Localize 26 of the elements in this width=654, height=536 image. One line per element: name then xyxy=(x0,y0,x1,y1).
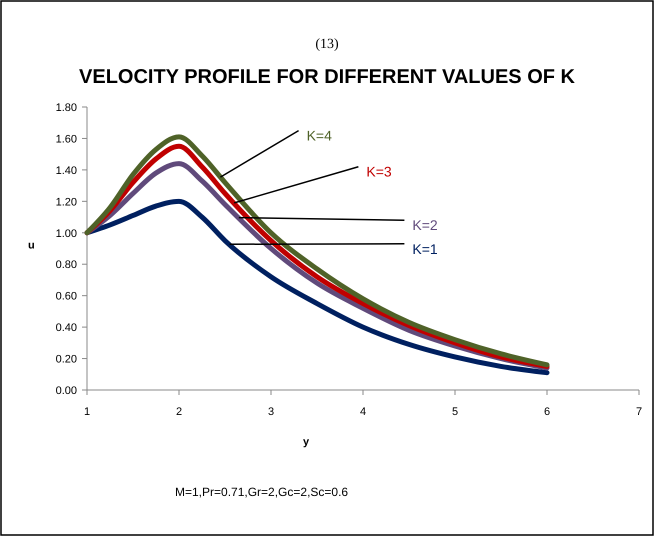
x-tick-label: 5 xyxy=(452,406,458,418)
y-tick-label: 0.60 xyxy=(56,290,77,303)
y-tick-label: 1.60 xyxy=(56,133,77,146)
x-tick-label: 2 xyxy=(176,406,182,418)
text: K=4 xyxy=(306,128,332,144)
text: K=1 xyxy=(412,240,438,257)
y-tick-label: 0.80 xyxy=(56,259,77,272)
y-tick-label: 1.80 xyxy=(56,102,77,114)
y-tick-label: 0.00 xyxy=(56,385,77,397)
text: (13) xyxy=(315,37,339,52)
x-tick-label: 7 xyxy=(636,406,642,418)
y-tick-label: 1.20 xyxy=(56,196,77,208)
x-axis-title: y xyxy=(303,436,310,448)
y-axis-title: u xyxy=(28,240,35,252)
y-tick-label: 0.40 xyxy=(56,322,77,334)
text: K=3 xyxy=(366,164,392,180)
y-tick-label: 1.40 xyxy=(56,164,77,177)
y-tick-label: 1.00 xyxy=(56,228,77,240)
x-tick-label: 1 xyxy=(84,406,90,418)
x-tick-label: 3 xyxy=(268,406,274,418)
chart-title: VELOCITY PROFILE FOR DIFFERENT VALUES OF K xyxy=(79,66,576,88)
text: M=1,Pr=0.71,Gr=2,Gc=2,Sc=0.6 xyxy=(175,485,348,499)
text: K=2 xyxy=(412,217,438,234)
y-tick-label: 0.20 xyxy=(56,354,77,366)
x-tick-label: 6 xyxy=(544,406,550,418)
x-tick-label: 4 xyxy=(360,406,366,418)
